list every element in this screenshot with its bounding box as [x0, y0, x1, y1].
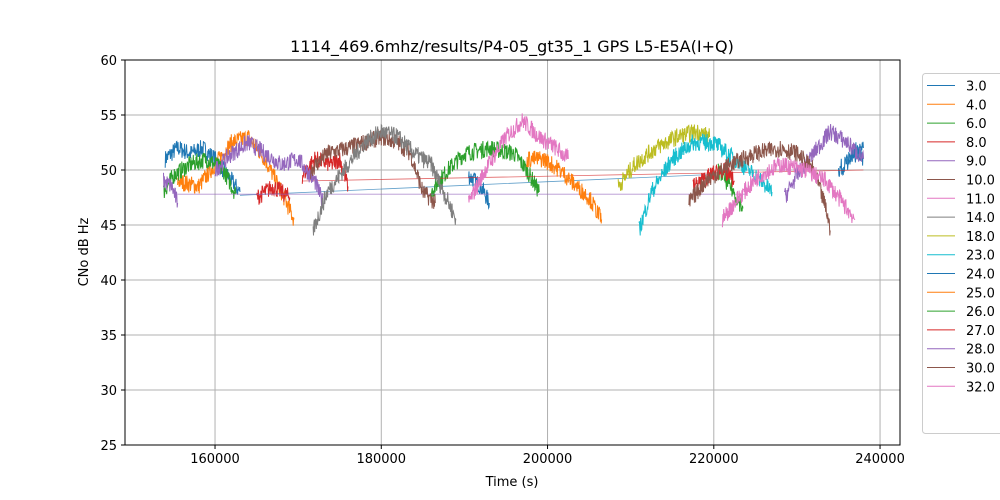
y-tick-label: 25 — [100, 439, 117, 454]
legend-box — [922, 73, 1000, 434]
legend-label: 6.0 — [966, 117, 987, 132]
legend-label: 8.0 — [966, 136, 987, 151]
legend-label: 30.0 — [966, 362, 995, 377]
x-axis-label: Time (s) — [485, 475, 539, 490]
series-line-8-0 — [256, 181, 291, 205]
y-tick-label: 30 — [100, 384, 117, 399]
x-tick-label: 180000 — [356, 452, 406, 467]
plot-frame — [124, 59, 901, 446]
x-tick-label: 200000 — [523, 452, 573, 467]
series-line-9-0 — [163, 172, 179, 208]
series-line-27-0 — [692, 163, 735, 192]
series-line-6-0 — [163, 152, 237, 199]
legend-label: 9.0 — [966, 155, 987, 170]
y-tick-label: 45 — [100, 219, 117, 234]
series-line-3-0 — [468, 171, 490, 211]
legend-label: 28.0 — [966, 343, 995, 358]
series-line-8-0 — [301, 151, 349, 192]
y-tick-label: 35 — [100, 329, 117, 344]
x-tick-label: 220000 — [689, 452, 739, 467]
y-tick-label: 60 — [100, 54, 117, 69]
series-line-9-0 — [214, 135, 324, 207]
y-tick-label: 40 — [100, 274, 117, 289]
legend: 3.0 4.0 6.0 8.0 9.0 10.0 11.0 14.0 18.0 23.0 24.0 2… — [922, 73, 1000, 434]
series-line-25-0 — [526, 150, 603, 224]
series-line-23-0 — [638, 133, 773, 236]
series-line-11-0 — [468, 113, 569, 203]
chart-title: 1114_469.6mhz/results/P4-05_gt35_1 GPS L… — [290, 37, 734, 57]
grid — [125, 59, 900, 446]
legend-label: 18.0 — [966, 230, 995, 245]
legend-label: 23.0 — [966, 249, 995, 264]
y-axis-label: CNo dB Hz — [77, 217, 92, 286]
x-tick-label: 240000 — [855, 452, 905, 467]
axis-ticks: 160000 180000 200000 220000 240000 25 30 35 40 45… — [100, 54, 904, 467]
legend-label: 4.0 — [966, 98, 987, 113]
y-tick-label: 55 — [100, 109, 117, 124]
legend-label: 24.0 — [966, 268, 995, 283]
legend-label: 10.0 — [966, 174, 995, 189]
series-line-6-0 — [430, 140, 540, 200]
series-line-32-0 — [721, 157, 856, 228]
legend-label: 27.0 — [966, 324, 995, 339]
legend-label: 25.0 — [966, 286, 995, 301]
series-line-4-0 — [177, 129, 295, 226]
series-line-18-0 — [617, 124, 711, 191]
series-line-30-0 — [688, 140, 831, 236]
series-line-26-0 — [717, 163, 744, 212]
y-tick-label: 50 — [100, 164, 117, 179]
plot-lines — [163, 113, 864, 236]
legend-label: 3.0 — [966, 80, 987, 95]
series-line-3-0 — [164, 140, 241, 195]
x-tick-label: 160000 — [190, 452, 240, 467]
legend-label: 26.0 — [966, 305, 995, 320]
series-line-8-0 — [302, 169, 864, 182]
legend-label: 14.0 — [966, 211, 995, 226]
legend-label: 32.0 — [966, 380, 995, 395]
series-line-14-0 — [312, 123, 457, 236]
legend-label: 11.0 — [966, 192, 995, 207]
